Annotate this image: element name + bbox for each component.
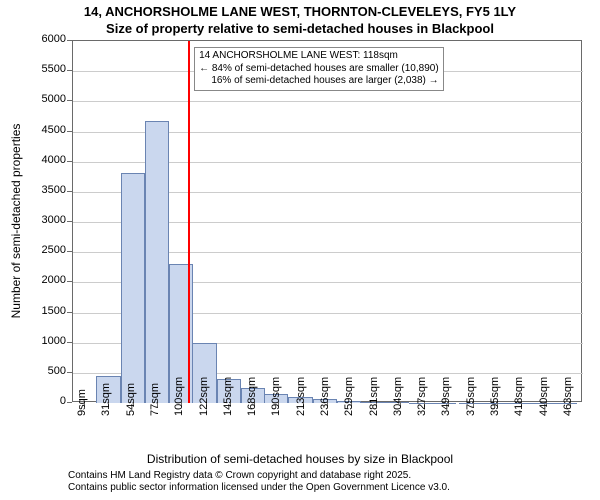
y-tick-label: 5500 (28, 63, 66, 75)
annotation-line1: 14 ANCHORSHOLME LANE WEST: 118sqm (199, 50, 439, 63)
y-tick (67, 402, 72, 403)
gridline (73, 101, 583, 102)
histogram-bar (121, 173, 145, 403)
y-tick-label: 2500 (28, 244, 66, 256)
plot-area: 14 ANCHORSHOLME LANE WEST: 118sqm ← 84% … (72, 40, 582, 402)
y-tick-label: 3500 (28, 184, 66, 196)
y-tick-label: 6000 (28, 33, 66, 45)
footer-text: Contains HM Land Registry data © Crown c… (68, 470, 450, 494)
y-tick-label: 1500 (28, 305, 66, 317)
histogram-bar (145, 121, 169, 403)
chart-title-sub: Size of property relative to semi-detach… (0, 21, 600, 36)
y-tick-label: 0 (28, 395, 66, 407)
y-tick-label: 4500 (28, 124, 66, 136)
y-tick-label: 500 (28, 365, 66, 377)
footer-line1: Contains HM Land Registry data © Crown c… (68, 470, 450, 482)
y-tick-label: 4000 (28, 154, 66, 166)
y-tick-label: 1000 (28, 335, 66, 347)
annotation-line3: 16% of semi-detached houses are larger (… (199, 75, 439, 88)
reference-line-marker (188, 41, 190, 403)
footer-line2: Contains public sector information licen… (68, 482, 450, 494)
chart-title-main: 14, ANCHORSHOLME LANE WEST, THORNTON-CLE… (0, 4, 600, 19)
y-tick-label: 2000 (28, 274, 66, 286)
y-axis-label: Number of semi-detached properties (9, 121, 23, 321)
y-tick-label: 5000 (28, 93, 66, 105)
annotation-box: 14 ANCHORSHOLME LANE WEST: 118sqm ← 84% … (194, 47, 444, 91)
histogram-chart: 14, ANCHORSHOLME LANE WEST, THORNTON-CLE… (0, 0, 600, 500)
annotation-line2: ← 84% of semi-detached houses are smalle… (199, 63, 439, 76)
x-axis-label: Distribution of semi-detached houses by … (0, 452, 600, 466)
y-tick-label: 3000 (28, 214, 66, 226)
